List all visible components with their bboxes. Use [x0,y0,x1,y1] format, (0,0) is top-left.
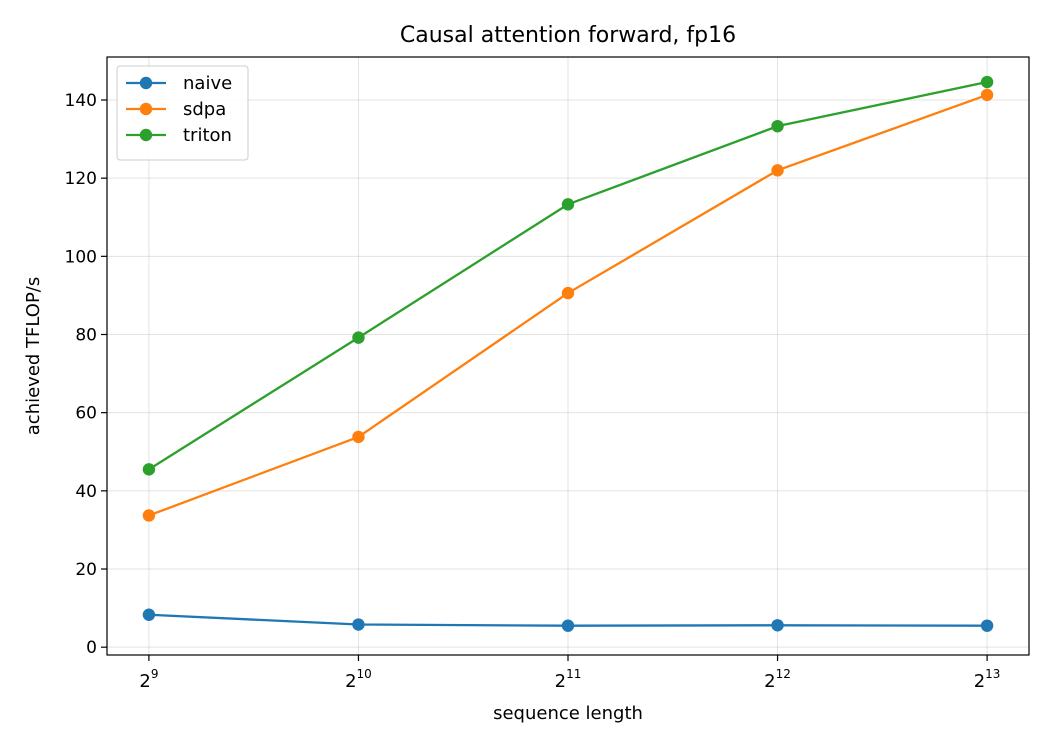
data-point-sdpa [142,509,156,522]
y-tick-label: 100 [65,247,97,267]
legend-item-naive: naive [126,73,232,94]
data-point-triton [561,198,575,211]
data-point-naive [771,619,784,632]
legend-item-triton: triton [126,125,232,146]
x-axis-label: sequence length [493,703,643,724]
data-point-sdpa [352,430,365,444]
chart-title: Causal attention forward, fp16 [400,23,736,48]
data-point-naive [352,618,365,631]
legend: naive sdpa triton [116,65,249,161]
grid [107,57,1029,655]
data-point-triton [771,119,784,133]
x-tick-label: 29 [139,667,158,692]
data-point-naive [561,619,575,632]
y-axis-label: achieved TFLOP/s [23,277,44,435]
y-tick-label: 120 [65,169,97,189]
series-naive [142,608,994,632]
legend-swatch-marker [139,102,153,116]
data-point-triton [980,75,994,89]
y-tick-label: 0 [86,638,97,658]
data-point-naive [980,619,994,632]
legend-swatch-marker [139,76,153,90]
y-tick-label: 20 [75,560,97,580]
data-point-sdpa [561,286,575,300]
data-point-sdpa [980,88,994,102]
data-point-triton [352,331,365,344]
x-tick-label: 212 [764,667,791,692]
data-point-sdpa [771,164,784,177]
legend-label: naive [183,73,232,94]
y-tick-label: 40 [75,482,97,502]
axes: 29 210 211 212 213 0 20 40 60 80 100 120 140 [65,91,1001,692]
series-sdpa [142,88,994,522]
y-tick-label: 140 [65,91,97,111]
y-tick-label: 60 [75,404,97,424]
legend-swatch-marker [139,128,153,142]
series-group [142,75,994,632]
y-tick-label: 80 [75,326,97,346]
x-tick-label: 211 [555,667,582,692]
x-tick-label: 210 [345,667,372,692]
legend-item-sdpa: sdpa [126,99,226,120]
data-point-triton [142,463,156,476]
legend-label: sdpa [183,99,226,120]
x-tick-label: 213 [974,667,1001,692]
data-point-naive [142,608,156,621]
series-triton [142,75,994,476]
legend-label: triton [183,125,232,146]
